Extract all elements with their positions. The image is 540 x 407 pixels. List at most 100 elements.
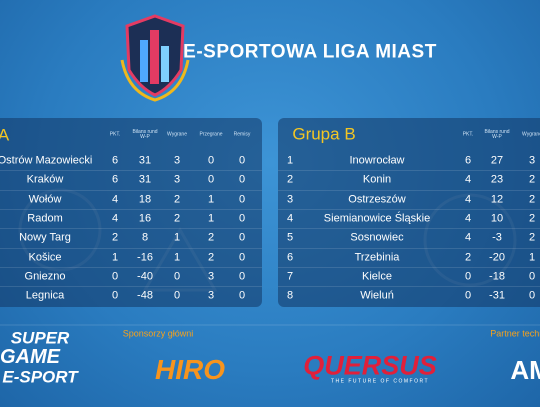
rank: 5 — [286, 231, 294, 244]
row-separator — [278, 208, 540, 210]
table-cell: 0 — [238, 251, 246, 263]
table-cell: 1 — [173, 231, 181, 244]
team-name: Konin — [362, 173, 392, 186]
table-cell: 3 — [528, 154, 536, 167]
team-name: Inowrocław — [349, 154, 405, 167]
table-cell: -20 — [489, 251, 505, 263]
table-cell: 4 — [111, 193, 119, 206]
table-cell: 4 — [464, 193, 472, 206]
table-cell: 4 — [464, 173, 472, 186]
partner-logo: AMD — [510, 355, 540, 385]
rank: 7 — [286, 270, 294, 283]
group-b-panel — [278, 118, 540, 307]
row-separator — [278, 266, 540, 268]
team-name: Ostrzeszów — [348, 193, 406, 206]
rank: 3 — [286, 193, 294, 206]
row-separator — [0, 208, 262, 210]
row-separator — [278, 286, 540, 288]
rank: 6 — [286, 251, 294, 263]
table-cell: 2 — [207, 231, 215, 244]
table-cell: 3 — [207, 270, 215, 283]
table-cell: 0 — [238, 289, 246, 302]
table-cell: 0 — [111, 289, 119, 302]
table-cell: 6 — [464, 154, 472, 167]
group-a-panel — [0, 118, 262, 307]
table-cell: 0 — [207, 173, 215, 186]
table-cell: 2 — [528, 212, 536, 225]
table-cell: 4 — [464, 231, 472, 244]
team-name: Radom — [27, 212, 63, 225]
team-name: Košice — [28, 251, 62, 263]
column-header: PKT. — [109, 131, 121, 138]
table-cell: 12 — [490, 193, 504, 206]
table-cell: 3 — [173, 173, 181, 186]
team-name: Kraków — [26, 173, 64, 186]
rank: 8 — [286, 289, 294, 302]
row-separator — [0, 189, 262, 191]
table-cell: 8 — [141, 231, 149, 244]
column-header: Bilans rund W-P — [484, 129, 510, 140]
table-cell: 3 — [173, 154, 181, 167]
row-separator — [0, 286, 262, 288]
table-cell: 23 — [490, 173, 504, 186]
column-header: Wygrane — [167, 131, 187, 138]
table-cell: -18 — [489, 270, 505, 283]
table-cell: 4 — [111, 212, 119, 225]
table-cell: 2 — [528, 173, 536, 186]
table-cell: 0 — [238, 193, 246, 206]
table-cell: 16 — [138, 212, 152, 225]
table-cell: 1 — [207, 193, 215, 206]
partner-label: Partner technologiczny — [490, 328, 540, 339]
table-cell: 0 — [173, 270, 181, 283]
table-cell: 1 — [173, 251, 181, 263]
table-cell: 4 — [464, 212, 472, 225]
table-cell: 3 — [207, 289, 215, 302]
team-name: Wołów — [28, 193, 62, 206]
table-cell: 0 — [111, 270, 119, 283]
table-cell: 0 — [464, 289, 472, 302]
table-cell: 0 — [238, 212, 246, 225]
column-header: PKT. — [462, 131, 474, 138]
column-header: Remisy — [233, 131, 251, 138]
row-separator — [278, 228, 540, 230]
table-cell: 0 — [173, 289, 181, 302]
team-name: Wieluń — [360, 289, 394, 302]
table-cell: -48 — [137, 289, 153, 302]
table-cell: 0 — [238, 173, 246, 186]
team-name: Trzebinia — [354, 251, 400, 263]
table-cell: 2 — [173, 212, 181, 225]
row-separator — [0, 266, 262, 268]
column-header: Przegrane — [199, 131, 223, 138]
table-cell: 10 — [490, 212, 504, 225]
table-cell: 2 — [111, 231, 119, 244]
row-separator — [0, 170, 262, 172]
table-cell: 6 — [111, 154, 119, 167]
table-cell: 6 — [111, 173, 119, 186]
team-name: Ostrów Mazowiecki — [0, 154, 93, 167]
logo — [120, 14, 190, 102]
table-cell: 0 — [238, 231, 246, 244]
brand-logo: GAME — [0, 346, 60, 368]
column-header: Wygrane — [522, 131, 540, 138]
table-cell: 0 — [528, 289, 536, 302]
team-name: Gniezno — [24, 270, 66, 283]
table-cell: 31 — [138, 154, 152, 167]
brand-logo: E-SPORT — [2, 367, 78, 387]
table-cell: 0 — [528, 270, 536, 283]
row-separator — [0, 247, 262, 249]
table-cell: 0 — [238, 154, 246, 167]
sponsor-logo: HIRO — [155, 354, 225, 385]
table-cell: -16 — [137, 251, 153, 263]
team-name: Legnica — [25, 289, 65, 302]
rank: 1 — [286, 154, 294, 167]
table-cell: -3 — [492, 231, 502, 244]
table-cell: 31 — [138, 173, 152, 186]
table-cell: 2 — [528, 193, 536, 206]
table-cell: 2 — [207, 251, 215, 263]
team-name: Nowy Targ — [19, 231, 71, 244]
sponsor-tagline: THE FUTURE OF COMFORT — [330, 378, 430, 385]
group-title: Grupa A — [0, 125, 10, 145]
rank: 2 — [286, 173, 294, 186]
row-separator — [0, 228, 262, 230]
